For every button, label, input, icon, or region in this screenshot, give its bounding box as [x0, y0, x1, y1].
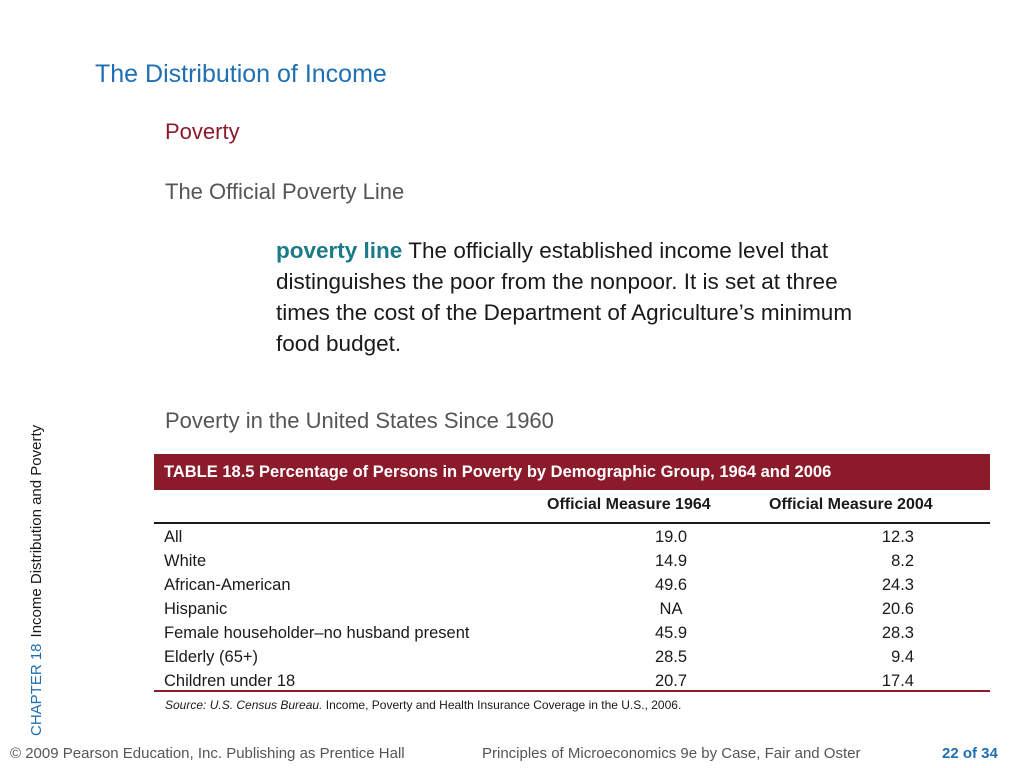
source-text: Income, Poverty and Health Insurance Cov…: [322, 698, 682, 712]
table-caption: TABLE 18.5 Percentage of Persons in Pove…: [154, 454, 990, 490]
definition-text: The officially established income level …: [276, 238, 853, 356]
slide-title: The Distribution of Income: [95, 60, 387, 88]
row-label: Female householder–no husband present: [164, 624, 470, 642]
row-value-2004: 9.4: [891, 648, 914, 666]
table-source: Source: U.S. Census Bureau. Income, Pove…: [165, 698, 681, 712]
row-value-1964: 19.0: [654, 528, 688, 546]
table-row: Children under 18 20.7 17.4: [154, 669, 990, 693]
table-row: All 19.0 12.3: [154, 525, 990, 549]
row-value-2004: 17.4: [881, 672, 914, 690]
chapter-number: CHAPTER 18: [28, 643, 45, 736]
row-value-1964: 14.9: [654, 552, 688, 570]
column-header-1964: Official Measure 1964: [547, 496, 711, 513]
chapter-title: Income Distribution and Poverty: [28, 424, 45, 638]
table-row: African-American 49.6 24.3: [154, 573, 990, 597]
definition-box: poverty line The officially established i…: [276, 235, 856, 359]
row-value-1964: 45.9: [654, 624, 688, 642]
row-value-2004: 24.3: [881, 576, 914, 594]
row-label: White: [164, 552, 207, 570]
side-chapter-label: CHAPTER 18 Income Distribution and Povert…: [28, 425, 45, 736]
table-row: Hispanic NA 20.6: [154, 597, 990, 621]
heading-poverty: Poverty: [165, 119, 240, 144]
row-value-2004: 8.2: [891, 552, 914, 570]
row-value-1964: 49.6: [654, 576, 688, 594]
row-value-1964: 20.7: [654, 672, 688, 690]
row-label: Children under 18: [164, 672, 296, 690]
footer-copyright: © 2009 Pearson Education, Inc. Publishin…: [10, 745, 405, 762]
row-value-2004: 28.3: [881, 624, 914, 642]
row-value-1964: NA: [659, 600, 683, 618]
row-label: Hispanic: [164, 600, 228, 618]
table-body: All 19.0 12.3 White 14.9 8.2 African-Ame…: [154, 525, 990, 693]
definition-term: poverty line: [276, 238, 403, 263]
row-value-1964: 28.5: [654, 648, 688, 666]
table-rule-bottom: [154, 690, 990, 692]
footer-book-title: Principles of Microeconomics 9e by Case,…: [482, 745, 861, 762]
footer: © 2009 Pearson Education, Inc. Publishin…: [0, 745, 1024, 767]
table-row: Elderly (65+) 28.5 9.4: [154, 645, 990, 669]
row-label: All: [164, 528, 183, 546]
table-row: Female householder–no husband present 45…: [154, 621, 990, 645]
row-label: African-American: [164, 576, 291, 594]
column-header-2004: Official Measure 2004: [769, 496, 933, 513]
table-row: White 14.9 8.2: [154, 549, 990, 573]
page-number: 22 of 34: [942, 745, 998, 762]
row-value-2004: 20.6: [881, 600, 914, 618]
row-value-2004: 12.3: [881, 528, 914, 546]
source-label: Source: U.S. Census Bureau.: [165, 698, 323, 712]
table-rule-top: [154, 522, 990, 524]
row-label: Elderly (65+): [164, 648, 258, 666]
table-column-headers: Official Measure 1964 Official Measure 2…: [154, 494, 990, 520]
heading-poverty-us: Poverty in the United States Since 1960: [165, 408, 554, 433]
heading-official-poverty-line: The Official Poverty Line: [165, 179, 405, 204]
